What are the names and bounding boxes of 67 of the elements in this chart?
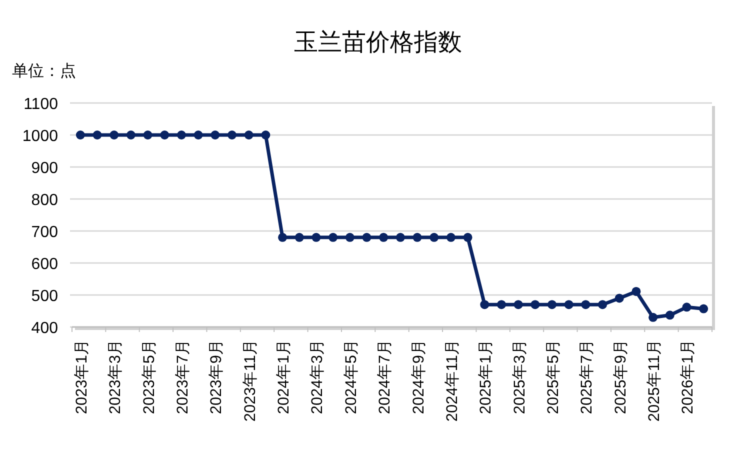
y-tick-label: 400 bbox=[31, 320, 58, 337]
y-tick-label: 1100 bbox=[24, 96, 58, 113]
point bbox=[463, 232, 472, 242]
point bbox=[430, 232, 439, 242]
point bbox=[530, 300, 540, 310]
x-tick-label: 2023年5月 bbox=[140, 339, 158, 414]
point bbox=[632, 286, 641, 296]
point bbox=[614, 294, 624, 303]
y-tick-label: 1000 bbox=[22, 128, 58, 145]
y-tick-label: 800 bbox=[31, 192, 58, 209]
point bbox=[210, 130, 220, 140]
point bbox=[228, 130, 236, 140]
point bbox=[92, 130, 102, 140]
point bbox=[648, 312, 658, 322]
point bbox=[480, 300, 490, 310]
point bbox=[278, 232, 288, 242]
x-tick-label: 2023年9月 bbox=[208, 339, 226, 414]
point bbox=[261, 130, 270, 140]
point bbox=[76, 130, 85, 140]
point bbox=[176, 130, 186, 140]
point bbox=[514, 300, 523, 310]
x-tick-label: 2025年3月 bbox=[511, 339, 528, 414]
x-tick-label: 2024年11月 bbox=[444, 339, 461, 422]
x-tick-label: 2025年1月 bbox=[478, 339, 495, 414]
point bbox=[379, 232, 388, 242]
point bbox=[598, 300, 608, 310]
point bbox=[412, 232, 422, 242]
x-tick-label: 2023年7月 bbox=[174, 339, 192, 414]
chart-title: 玉兰苗价格指数 bbox=[294, 29, 462, 56]
point bbox=[143, 130, 152, 140]
point bbox=[665, 310, 674, 320]
point bbox=[294, 232, 304, 242]
y-tick-label: 700 bbox=[31, 224, 58, 241]
x-tick-label: 2024年1月 bbox=[276, 339, 293, 414]
point bbox=[548, 300, 556, 310]
y-tick-label: 600 bbox=[31, 256, 58, 273]
point bbox=[581, 300, 590, 310]
point bbox=[110, 130, 119, 140]
x-tick-label: 2023年11月 bbox=[242, 339, 259, 422]
point bbox=[682, 302, 692, 312]
x-tick-label: 2024年9月 bbox=[410, 339, 428, 414]
point bbox=[446, 232, 456, 242]
point bbox=[194, 130, 203, 140]
point bbox=[244, 130, 254, 140]
point bbox=[362, 232, 372, 242]
point bbox=[345, 232, 354, 242]
x-tick-label: 2024年7月 bbox=[376, 339, 394, 414]
y-axis-title: 单位：点 bbox=[12, 62, 76, 80]
point bbox=[699, 304, 708, 314]
y-tick-label: 500 bbox=[31, 288, 58, 305]
point bbox=[312, 232, 321, 242]
x-tick-label: 2024年3月 bbox=[309, 339, 326, 414]
x-tick-label: 2023年1月 bbox=[73, 339, 90, 414]
point bbox=[126, 130, 136, 140]
point bbox=[396, 232, 405, 242]
point bbox=[328, 232, 338, 242]
x-tick-label: 2025年5月 bbox=[545, 339, 562, 414]
point bbox=[160, 130, 170, 140]
point bbox=[496, 300, 506, 310]
point bbox=[564, 300, 574, 310]
x-tick-label: 2025年9月 bbox=[612, 339, 630, 414]
x-tick-label: 2024年5月 bbox=[342, 339, 360, 414]
y-tick-label: 900 bbox=[31, 160, 58, 177]
x-tick-label: 2026年1月 bbox=[680, 339, 697, 414]
x-tick-label: 2025年11月 bbox=[646, 339, 664, 422]
x-tick-label: 2023年3月 bbox=[107, 339, 124, 414]
x-tick-label: 2025年7月 bbox=[578, 339, 596, 414]
